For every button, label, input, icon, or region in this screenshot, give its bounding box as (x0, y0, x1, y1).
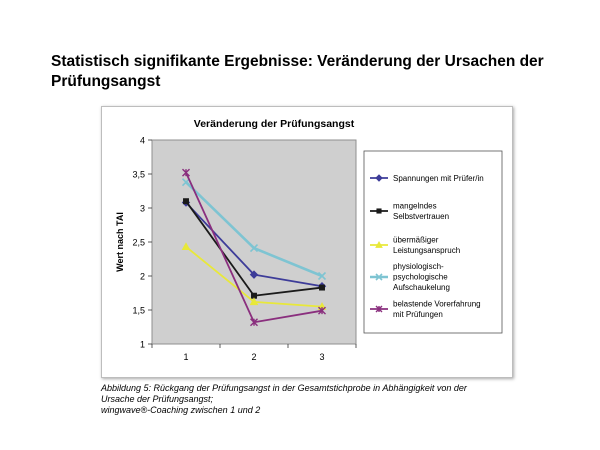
data-point-s2-2 (251, 292, 257, 299)
caption-line-1: Abbildung 5: Rückgang der Prüfungsangst … (101, 383, 467, 393)
line-chart: Veränderung der Prüfungsangst 1 1,5 2 2,5 3 3,… (115, 118, 503, 362)
legend-swatch-marker-3 (375, 240, 383, 248)
data-point-s2-1 (183, 198, 189, 205)
legend-swatch-marker-2 (376, 208, 382, 214)
y-tick-label: 1,5 (132, 306, 145, 316)
data-point-s1-2 (249, 270, 259, 279)
y-tick-label: 3 (140, 204, 145, 214)
figure-caption: Abbildung 5: Rückgang der Prüfungsangst … (101, 383, 571, 416)
legend-swatch-marker-1 (375, 174, 383, 182)
legend-label-3: übermäßiger Leistungsanspruch (393, 236, 460, 256)
y-tick-label: 3,5 (132, 170, 145, 180)
legend-label-5: belastende Vorerfahrung mit Prüfungen (393, 300, 481, 320)
data-point-s5-2 (250, 318, 258, 327)
legend-swatch-marker-5 (375, 305, 383, 313)
y-tick-label: 4 (140, 136, 145, 146)
legend-swatch-marker-4 (375, 273, 383, 281)
data-point-s3-1 (181, 242, 191, 251)
caption-line-3: wingwave®-Coaching zwischen 1 und 2 (101, 405, 261, 415)
caption-line-2: Ursache der Prüfungsangst; (101, 394, 214, 404)
y-tick-label: 1 (140, 340, 145, 350)
y-tick-label: 2,5 (132, 238, 145, 248)
data-point-s4-2 (249, 244, 259, 253)
legend-label-1: Spannungen mit Prüfer/in (393, 174, 484, 183)
y-axis-label: Wert nach TAI (115, 212, 125, 272)
chart-title: Veränderung der Prüfungsangst (194, 118, 355, 130)
y-tick-label: 2 (140, 272, 145, 282)
data-point-s5-3 (318, 306, 326, 315)
x-tick-label: 2 (251, 352, 256, 362)
data-point-s4-3 (317, 271, 327, 281)
x-tick-label: 3 (319, 352, 324, 362)
legend-box (363, 150, 503, 334)
page-title: Statistisch signifikante Ergebnisse: Ver… (51, 53, 544, 90)
data-point-s3-2 (249, 297, 259, 306)
data-point-s5-1 (182, 168, 190, 177)
data-point-s2-3 (319, 284, 325, 291)
legend-label-4: physiologisch-psychologische Aufschaukelu… (393, 262, 450, 292)
chart-frame: Veränderung der Prüfungsangst 1 1,5 2 2,5 3 3,… (101, 106, 513, 378)
x-tick-label: 1 (183, 352, 188, 362)
legend-label-2: mangelndes Selbstvertrauen (393, 202, 449, 222)
